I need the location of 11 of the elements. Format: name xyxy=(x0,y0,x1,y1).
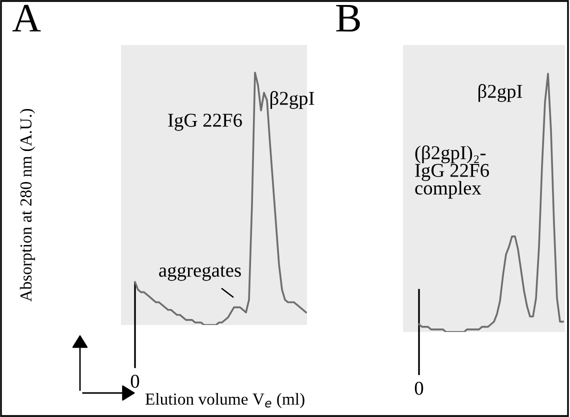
text: 0 xyxy=(414,382,424,395)
chart-title: A xyxy=(12,4,41,32)
y-axis-title: Absorption at 280 nm (A.U.) xyxy=(20,108,35,302)
annotation: β2gpI xyxy=(270,91,314,109)
text: 0 xyxy=(130,374,140,388)
annotation: IgG 22F6 xyxy=(168,114,242,131)
annotation: (β2gpI)₂- IgG 22F6 complex xyxy=(415,145,489,199)
annotation: aggregates xyxy=(159,266,241,281)
x-axis-title: Elution volume V$_{e}$ (ml) xyxy=(145,393,304,408)
chart-title: B xyxy=(336,5,360,32)
annotation: β2gpI xyxy=(478,84,522,102)
